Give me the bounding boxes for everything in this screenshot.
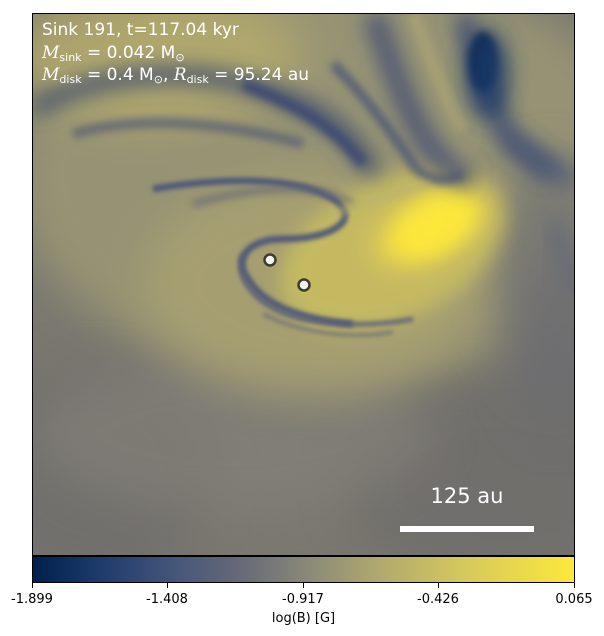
rdisk-value: = 95.24 au	[208, 65, 310, 85]
colorbar-tick-label-0: -1.899	[11, 592, 53, 607]
sink-marker-2	[297, 278, 311, 292]
mdisk-value: = 0.4 M	[81, 65, 154, 85]
sink-info-text: Sink 191, t=117.04 kyr	[42, 20, 239, 40]
rdisk-symbol: R	[173, 65, 187, 85]
colorbar-title: log(B) [G]	[271, 611, 336, 626]
msink-unit-subscript: ⊙	[175, 51, 185, 64]
disk-info-text: Mdisk = 0.4 M⊙, Rdisk = 95.24 au	[42, 65, 310, 86]
mdisk-unit-subscript: ⊙	[153, 73, 163, 86]
colorbar-tick-3	[438, 583, 439, 588]
mdisk-subscript: disk	[59, 73, 82, 86]
colorbar-tick-label-2: -0.917	[282, 592, 324, 607]
colorbar-tick-label-4: 0.065	[555, 592, 593, 607]
colorbar-tick-1	[167, 583, 168, 588]
sink-marker-1	[263, 253, 277, 267]
msink-subscript: sink	[59, 51, 82, 64]
colorbar-tick-label-1: -1.408	[146, 592, 188, 607]
map-image	[33, 14, 574, 555]
mdisk-symbol: M	[42, 65, 60, 85]
msink-symbol: M	[42, 43, 60, 63]
rdisk-separator: ,	[162, 65, 174, 85]
colorbar-tick-0	[32, 583, 33, 588]
scale-bar	[400, 526, 534, 532]
colorbar	[32, 556, 575, 583]
colorbar-tick-4	[574, 583, 575, 588]
scale-bar-label: 125 au	[430, 484, 504, 508]
msink-value: = 0.042 M	[81, 43, 176, 63]
colorbar-tick-2	[303, 583, 304, 588]
sink-mass-text: Msink = 0.042 M⊙	[42, 43, 185, 64]
magnetic-field-map	[32, 13, 575, 556]
rdisk-subscript: disk	[186, 73, 209, 86]
colorbar-tick-label-3: -0.426	[417, 592, 459, 607]
